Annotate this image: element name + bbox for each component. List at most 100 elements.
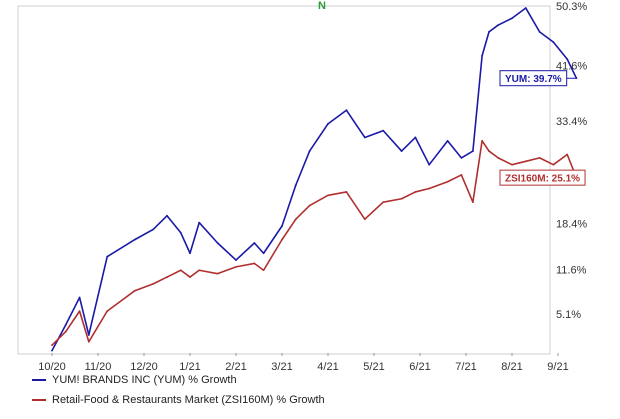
x-tick-label: 3/21 — [271, 361, 292, 373]
data-point — [566, 153, 569, 156]
data-point — [64, 323, 67, 326]
data-point — [308, 150, 311, 152]
x-tick-label: 9/21 — [547, 361, 568, 373]
end-label-0: YUM: 39.7% — [499, 70, 577, 87]
data-point — [460, 156, 463, 159]
x-tick-label: 11/20 — [85, 361, 112, 373]
data-point — [327, 194, 329, 197]
legend-swatch-yum — [32, 379, 46, 381]
x-tick-label: 4/21 — [317, 361, 338, 373]
data-point — [253, 242, 256, 244]
data-point — [363, 218, 366, 221]
data-point — [179, 269, 182, 272]
data-point — [327, 122, 329, 125]
data-point — [345, 109, 348, 112]
data-point — [460, 174, 463, 176]
data-point — [189, 252, 191, 255]
data-point — [87, 340, 90, 343]
data-point — [363, 136, 366, 139]
data-point — [511, 17, 513, 20]
data-point — [64, 330, 67, 333]
data-point — [472, 150, 474, 152]
data-point — [294, 218, 297, 221]
data-point — [566, 58, 569, 61]
x-tick-label: 5/21 — [363, 361, 384, 373]
y-tick-label: 11.6% — [556, 265, 587, 277]
data-point — [414, 136, 417, 139]
data-point — [497, 24, 500, 26]
data-point — [166, 214, 168, 217]
data-point — [414, 191, 417, 193]
data-point — [51, 344, 53, 347]
data-point — [235, 265, 237, 268]
end-label-box — [499, 70, 568, 87]
legend-item-yum: YUM! BRANDS INC (YUM) % Growth — [32, 374, 237, 386]
data-point — [481, 54, 483, 57]
series-line-0 — [51, 7, 578, 352]
end-label-1: ZSI160M: 25.1% — [499, 169, 586, 186]
data-point — [262, 269, 265, 272]
data-point — [428, 187, 431, 190]
data-point — [262, 252, 265, 255]
data-point — [308, 204, 311, 207]
end-label-text: ZSI160M: 25.1% — [505, 174, 580, 185]
data-point — [133, 289, 136, 292]
x-axis-ticks: 10/20 11/20 12/20 1/21 2/21 3/21 4/21 5/21 6/21 7… — [38, 353, 569, 373]
data-point — [497, 156, 500, 159]
data-point — [78, 296, 81, 299]
data-point — [281, 238, 283, 241]
data-point — [78, 310, 81, 313]
x-tick-label: 2/21 — [225, 361, 246, 373]
data-point — [216, 242, 219, 244]
x-tick-label: 7/21 — [455, 361, 476, 373]
data-point — [488, 150, 490, 152]
y-tick-label: 33.4% — [556, 116, 587, 128]
data-point — [253, 262, 256, 265]
data-point — [400, 197, 403, 200]
data-point — [552, 41, 555, 43]
data-point — [511, 163, 513, 166]
data-point — [472, 201, 474, 204]
end-label-text: YUM: 39.7% — [505, 74, 562, 85]
legend-label-zsi160m: Retail-Food & Restaurants Market (ZSI160… — [52, 394, 325, 406]
plot-area-border — [17, 5, 551, 355]
x-tick-label: 10/20 — [38, 361, 66, 373]
data-point — [488, 30, 490, 33]
data-point — [481, 139, 483, 142]
data-point — [382, 201, 385, 204]
data-point — [538, 156, 541, 159]
data-point — [216, 272, 219, 275]
x-tick-label: 8/21 — [501, 361, 522, 373]
data-point — [152, 282, 155, 285]
y-tick-label: 5.1% — [556, 309, 581, 321]
data-point — [446, 139, 449, 142]
data-point — [428, 163, 431, 166]
data-point — [281, 225, 283, 227]
data-point — [538, 30, 541, 33]
y-tick-label: 50.3% — [556, 1, 587, 13]
data-point — [345, 191, 348, 193]
data-point — [106, 310, 109, 313]
data-point — [524, 160, 527, 163]
data-point — [235, 259, 237, 261]
data-point — [400, 150, 403, 152]
y-tick-label: 41.6% — [556, 60, 587, 72]
marker-n-label: N — [318, 0, 326, 12]
x-tick-label: 12/20 — [130, 361, 158, 373]
y-tick-label: 18.4% — [556, 218, 587, 230]
data-point — [51, 349, 53, 352]
legend-swatch-zsi160m — [32, 399, 46, 401]
data-point — [382, 129, 385, 132]
legend-label-yum: YUM! BRANDS INC (YUM) % Growth — [52, 374, 237, 386]
x-tick-label: 1/21 — [179, 361, 200, 373]
data-point — [294, 184, 297, 187]
data-point — [552, 163, 555, 166]
data-point — [106, 255, 109, 258]
data-point — [189, 276, 191, 278]
data-point — [87, 334, 90, 336]
data-point — [446, 180, 449, 183]
data-point — [133, 238, 136, 241]
end-labels: YUM: 39.7% ZSI160M: 25.1% — [499, 70, 586, 186]
